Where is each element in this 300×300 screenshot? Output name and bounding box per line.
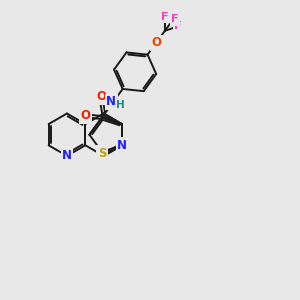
Text: S: S	[98, 147, 106, 160]
Text: O: O	[151, 36, 161, 49]
Text: N: N	[62, 149, 72, 162]
Text: N: N	[106, 95, 116, 108]
Text: F: F	[161, 12, 169, 22]
Text: O: O	[81, 109, 91, 122]
Text: N: N	[117, 139, 127, 152]
Text: F: F	[175, 21, 182, 31]
Text: F: F	[171, 14, 178, 24]
Text: H: H	[116, 100, 125, 110]
Text: O: O	[96, 90, 106, 104]
